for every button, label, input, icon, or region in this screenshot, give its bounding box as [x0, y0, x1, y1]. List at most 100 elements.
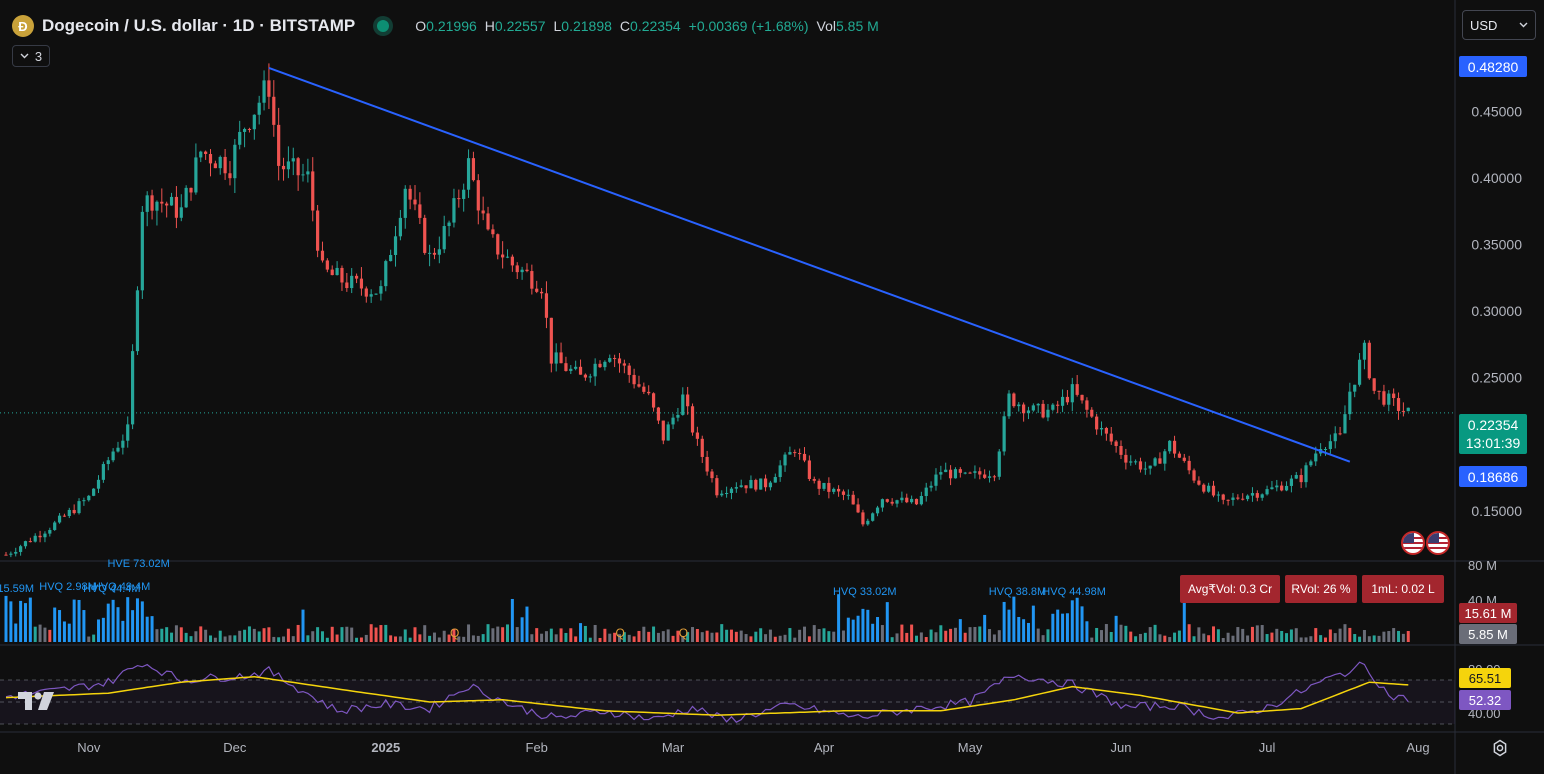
volume-bar — [160, 628, 164, 642]
candle-body — [33, 535, 37, 542]
volume-bar — [817, 629, 821, 642]
candle-body — [793, 452, 797, 454]
candle-body — [199, 151, 203, 158]
candles-layer — [4, 63, 1410, 558]
volume-bar — [885, 602, 889, 642]
candle-body — [501, 254, 505, 258]
volume-bar — [1323, 637, 1327, 642]
volume-bar — [155, 629, 159, 642]
volume-bar — [642, 626, 646, 642]
volume-bar — [1182, 596, 1186, 642]
gear-icon[interactable] — [1490, 738, 1510, 758]
candle-body — [890, 501, 894, 504]
candle-body — [286, 161, 290, 170]
volume-bar — [413, 627, 417, 642]
volume-bar — [408, 637, 412, 642]
volume-bar — [374, 627, 378, 642]
candle-body — [715, 478, 719, 496]
candle-body — [807, 460, 811, 479]
candle-body — [403, 188, 407, 218]
volume-bar — [803, 626, 807, 642]
current-price-value: 0.22354 — [1467, 417, 1519, 433]
volume-bar — [1187, 624, 1191, 642]
symbol-title[interactable]: Dogecoin / U.S. dollar · 1D · BITSTAMP — [42, 16, 356, 35]
volume-bar — [1173, 632, 1177, 642]
volume-bar — [330, 626, 334, 642]
candle-body — [53, 522, 57, 530]
candle-body — [622, 363, 626, 366]
volume-bar — [116, 607, 120, 642]
candle-body — [1036, 403, 1040, 406]
time-tick-label: May — [958, 740, 983, 755]
market-status-icon[interactable] — [377, 20, 390, 32]
volume-bar — [1124, 625, 1128, 642]
volume-label: Vol — [816, 18, 836, 34]
price-tick-label: 0.30000 — [1471, 303, 1522, 319]
candle-countdown: 13:01:39 — [1465, 435, 1521, 451]
candle-body — [617, 358, 622, 364]
volume-bar — [1163, 635, 1167, 642]
volume-q-marker: Q — [615, 626, 624, 640]
candle-body — [223, 156, 227, 174]
candle-body — [457, 198, 461, 200]
candle-body — [968, 472, 972, 474]
time-tick-label: Mar — [662, 740, 685, 755]
volume-bar — [515, 627, 519, 642]
trendline[interactable] — [268, 66, 1351, 463]
volume-bar — [671, 635, 675, 642]
volume-bar — [958, 619, 962, 642]
volume-bar — [48, 629, 52, 642]
candle-body — [1284, 485, 1289, 491]
volume-bar — [447, 634, 451, 642]
candle-body — [160, 201, 164, 204]
volume-bar — [1236, 627, 1240, 642]
candle-body — [1289, 478, 1294, 486]
volume-bar — [28, 597, 32, 642]
volume-bar — [1328, 629, 1332, 642]
volume-bar — [608, 633, 612, 642]
tradingview-logo[interactable] — [18, 690, 56, 712]
candle-body — [208, 154, 213, 164]
volume-bar — [1090, 637, 1094, 642]
candle-body — [1070, 384, 1074, 403]
candle-body — [1343, 414, 1347, 434]
candle-body — [1046, 409, 1050, 418]
volume-bar — [710, 632, 714, 642]
volume-bar — [92, 634, 96, 642]
us-flag-icon[interactable] — [1401, 531, 1425, 555]
candle-body — [705, 456, 709, 472]
candle-body — [525, 269, 529, 272]
volume-bar — [734, 631, 738, 642]
time-tick-label: Aug — [1406, 740, 1429, 755]
candle-body — [1007, 393, 1011, 417]
us-flag-icon[interactable] — [1426, 531, 1450, 555]
candle-body — [1080, 394, 1084, 401]
candle-body — [1280, 485, 1284, 491]
volume-bar — [1372, 635, 1376, 642]
candle-body — [1275, 485, 1279, 488]
volume-bar — [871, 623, 875, 642]
volume-bar — [228, 635, 232, 642]
candle-body — [1158, 458, 1162, 464]
candle-body — [325, 260, 329, 270]
volume-bar — [1168, 637, 1172, 642]
volume-bar — [1397, 630, 1401, 642]
candle-body — [1353, 384, 1357, 392]
volume-bar — [204, 629, 208, 642]
rsi-tag: 52.32 — [1459, 690, 1511, 710]
collapse-indicators-button[interactable]: 3 — [12, 45, 50, 67]
candle-body — [398, 217, 402, 237]
candle-body — [564, 363, 568, 371]
currency-select[interactable]: USD — [1462, 10, 1536, 40]
volume-bar — [540, 633, 544, 642]
volume-bar — [199, 626, 203, 642]
price-tick-label: 0.45000 — [1471, 104, 1522, 120]
trendline-layer[interactable] — [268, 66, 1351, 463]
candle-body — [130, 351, 135, 425]
candle-body — [111, 451, 115, 461]
volume-bar — [968, 627, 972, 642]
candle-body — [729, 488, 734, 494]
current-price-tag: 0.22354 13:01:39 — [1459, 414, 1527, 454]
candle-body — [822, 482, 826, 489]
